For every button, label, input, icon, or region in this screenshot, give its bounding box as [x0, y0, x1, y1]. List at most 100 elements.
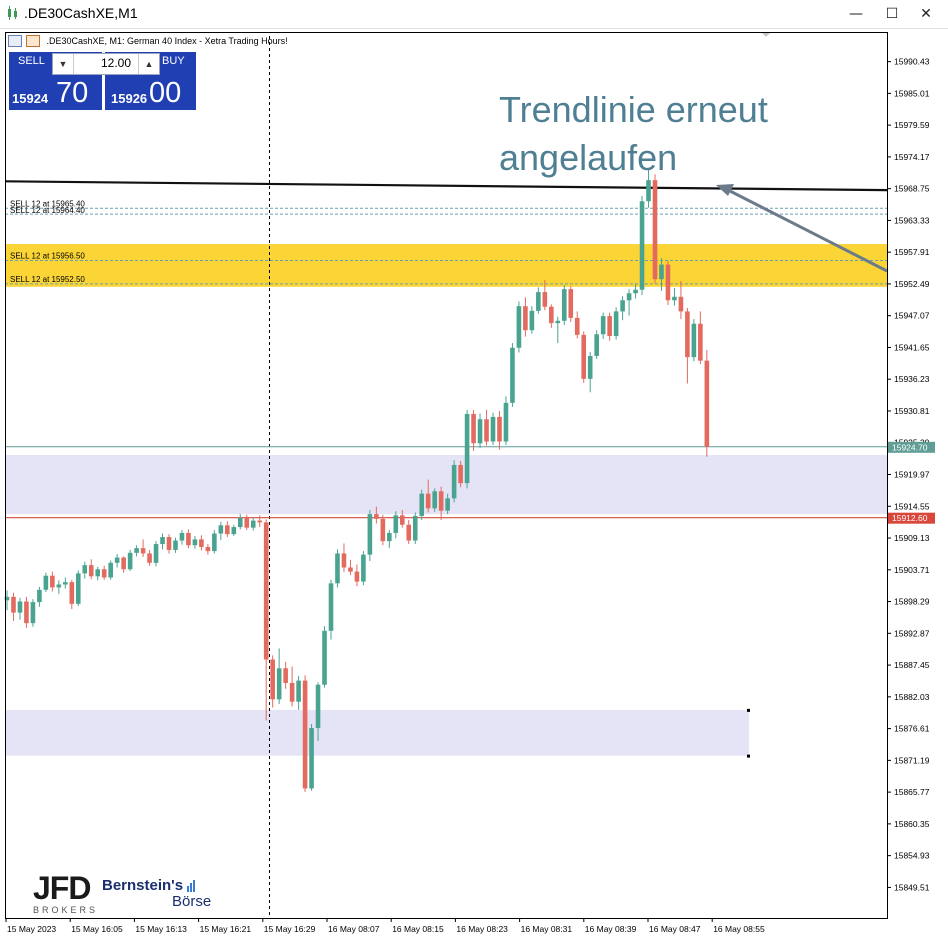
bearish-candle: [652, 180, 658, 280]
logo-bar: [190, 883, 192, 892]
bearish-candle: [380, 518, 386, 542]
bearish-candle: [205, 546, 211, 552]
chart-header: .DE30CashXE, M1: German 40 Index - Xetra…: [8, 35, 288, 49]
y-axis-tick-label: 15936.23: [894, 374, 930, 384]
bullish-candle: [477, 419, 483, 444]
bullish-candle: [691, 323, 697, 358]
bullish-candle: [412, 515, 418, 541]
logo-bar: [187, 886, 189, 892]
y-axis-tick-label: 15941.65: [894, 342, 930, 352]
chart-description: .DE30CashXE, M1: German 40 Index - Xetra…: [46, 36, 288, 46]
bullish-candle: [432, 491, 437, 509]
bullish-candle: [153, 544, 159, 563]
sell-label: SELL: [18, 55, 45, 67]
lot-decrease-button[interactable]: ▼: [53, 54, 74, 74]
zone-handle[interactable]: [747, 754, 750, 758]
bullish-candle: [127, 552, 133, 570]
bearish-candle: [101, 569, 107, 578]
bullish-candle: [173, 540, 178, 550]
bearish-candle: [406, 524, 412, 541]
x-axis-tick-label: 15 May 16:05: [71, 924, 123, 934]
bearish-candle: [140, 548, 146, 554]
bullish-candle: [56, 584, 62, 588]
bearish-candle: [374, 514, 379, 519]
x-axis-tick-label: 16 May 08:23: [456, 924, 508, 934]
bearish-candle: [289, 682, 295, 702]
y-axis-tick-label: 15898.29: [894, 597, 930, 607]
bullish-candle: [276, 668, 282, 700]
bullish-candle: [561, 289, 567, 321]
y-axis-tick-label: 15887.45: [894, 660, 930, 670]
y-axis-tick-label: 15882.03: [894, 692, 930, 702]
bullish-candle: [633, 289, 638, 294]
minimize-button[interactable]: —: [849, 6, 863, 22]
bearish-candle: [24, 601, 29, 624]
maximize-button[interactable]: ☐: [885, 6, 899, 22]
y-axis-tick-label: 15930.81: [894, 406, 930, 416]
jfd-logo-text: JFD: [33, 870, 91, 906]
bearish-candle: [263, 522, 269, 660]
bernsteins-boerse-logo: Bernstein's Börse: [102, 878, 211, 910]
chart-app-icon: [8, 6, 17, 20]
buy-price-suffix: 00: [149, 77, 182, 109]
bullish-candle: [75, 573, 81, 604]
annotation-line-2: angelaufen: [499, 137, 678, 178]
bearish-candle: [399, 515, 405, 525]
bearish-candle: [270, 659, 275, 700]
bearish-candle: [704, 360, 710, 447]
y-axis-tick-label: 15968.75: [894, 184, 930, 194]
bearish-candle: [484, 419, 489, 442]
chart-properties-icon[interactable]: [26, 35, 40, 47]
bullish-candle: [646, 180, 651, 202]
jfd-logo-subtext: BROKERS: [33, 905, 99, 915]
bullish-candle: [192, 539, 198, 546]
y-axis-tick-label: 15947.07: [894, 311, 930, 321]
bullish-candle: [218, 525, 224, 534]
y-axis-tick-label: 15919.97: [894, 470, 930, 480]
y-axis-tick-label: 15979.59: [894, 120, 930, 130]
trendline[interactable]: [4, 180, 888, 192]
bullish-candle: [490, 416, 496, 442]
bullish-candle: [212, 533, 217, 552]
bearish-candle: [69, 582, 75, 604]
bullish-candle: [322, 630, 327, 685]
reference-price-tag: [888, 512, 935, 524]
lot-increase-button[interactable]: ▲: [138, 54, 159, 74]
y-axis-tick-label: 15876.61: [894, 724, 930, 734]
menu-icon[interactable]: [8, 35, 22, 47]
zone-handle[interactable]: [747, 708, 750, 712]
bernsteins-logo-text: Bernstein's: [102, 877, 184, 894]
bearish-candle: [607, 316, 612, 337]
bearish-candle: [568, 289, 574, 318]
bullish-candle: [37, 589, 42, 603]
sell-price-suffix: 70: [56, 77, 89, 109]
lot-size-value[interactable]: 12.00: [100, 56, 131, 70]
bullish-candle: [387, 532, 392, 542]
one-click-trading-panel: SELL 15924 70 BUY 15926 00 ▼ 12.00 ▲: [9, 52, 196, 110]
bullish-candle: [43, 575, 49, 590]
bearish-candle: [199, 539, 204, 547]
chart-annotation: Trendlinie erneut angelaufen: [499, 86, 799, 182]
bearish-candle: [471, 413, 476, 444]
y-axis-tick-label: 15871.19: [894, 755, 930, 765]
bearish-candle: [225, 525, 230, 535]
y-axis-tick-label: 15865.77: [894, 787, 930, 797]
bullish-candle: [672, 296, 677, 301]
bullish-candle: [587, 355, 593, 379]
bid-price-tag: [888, 441, 935, 453]
bullish-candle: [237, 517, 243, 528]
chart-shift-marker[interactable]: [762, 33, 770, 37]
reference-price-tag-label: 15912.60: [892, 513, 928, 523]
bearish-candle: [283, 668, 288, 683]
bearish-candle: [685, 311, 690, 358]
window-title: .DE30CashXE,M1: [24, 5, 138, 21]
bearish-candle: [678, 296, 684, 312]
bearish-candle: [244, 517, 250, 528]
bullish-candle: [419, 493, 425, 516]
close-button[interactable]: ✕: [920, 6, 932, 22]
bearish-candle: [257, 520, 263, 523]
bearish-candle: [698, 323, 703, 361]
y-axis-tick-label: 15860.35: [894, 819, 930, 829]
lot-size-field[interactable]: ▼ 12.00 ▲: [52, 53, 160, 75]
